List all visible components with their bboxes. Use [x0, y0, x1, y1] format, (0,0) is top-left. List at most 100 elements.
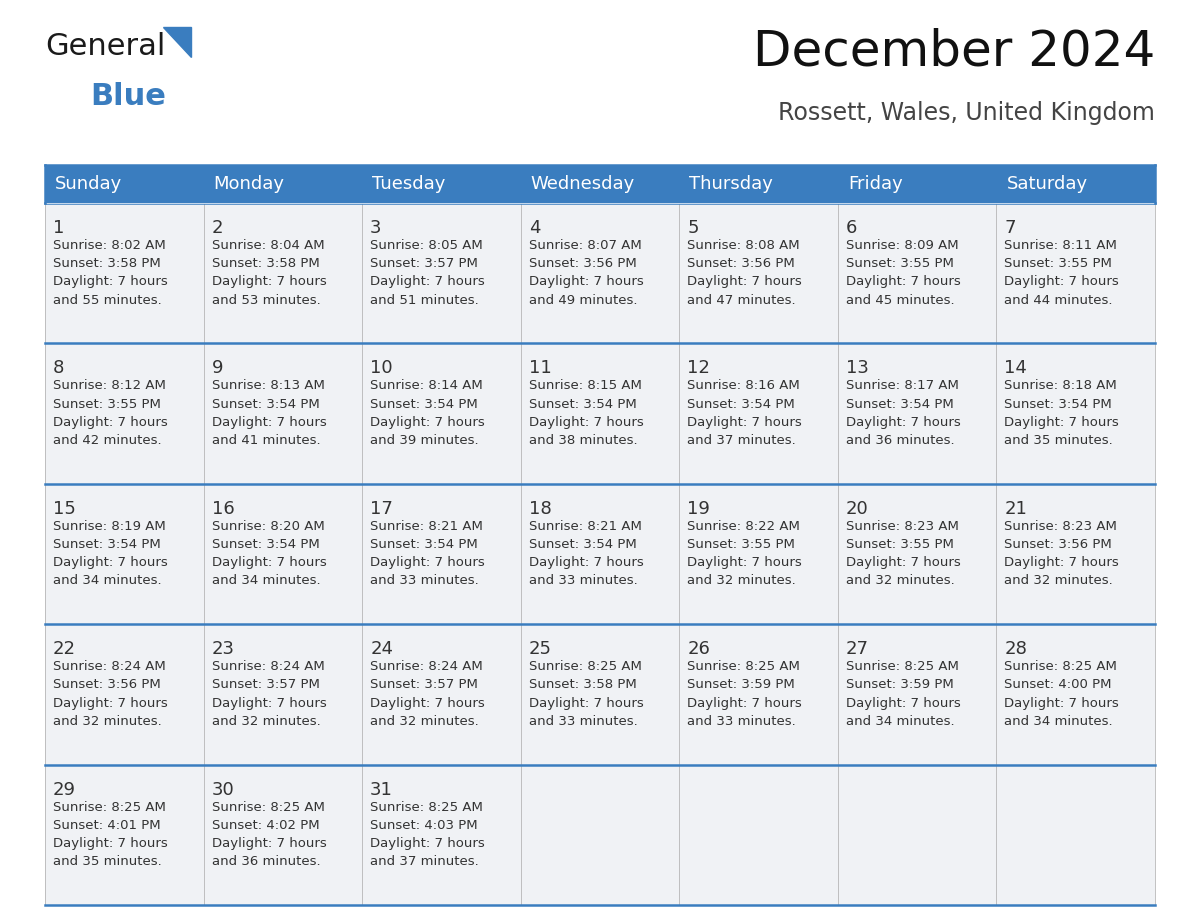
Text: Sunset: 3:56 PM: Sunset: 3:56 PM [529, 257, 637, 270]
Bar [838, 343, 997, 484]
Text: Sunset: 3:58 PM: Sunset: 3:58 PM [211, 257, 320, 270]
Bar [997, 203, 1155, 343]
Text: Sunrise: 8:25 AM: Sunrise: 8:25 AM [53, 800, 166, 813]
Text: and 32 minutes.: and 32 minutes. [1004, 575, 1113, 588]
Text: Sunset: 3:56 PM: Sunset: 3:56 PM [53, 678, 160, 691]
Bar [680, 624, 838, 765]
Text: Sunrise: 8:22 AM: Sunrise: 8:22 AM [688, 520, 801, 532]
Text: Sunday: Sunday [55, 175, 122, 193]
Text: Daylight: 7 hours: Daylight: 7 hours [846, 556, 961, 569]
Text: 22: 22 [53, 640, 76, 658]
Bar [520, 484, 680, 624]
Text: and 51 minutes.: and 51 minutes. [371, 294, 479, 307]
Text: 14: 14 [1004, 360, 1028, 377]
Text: 10: 10 [371, 360, 393, 377]
Text: Sunset: 3:54 PM: Sunset: 3:54 PM [371, 538, 478, 551]
Text: and 38 minutes.: and 38 minutes. [529, 434, 637, 447]
Bar [362, 203, 520, 343]
Text: Daylight: 7 hours: Daylight: 7 hours [1004, 416, 1119, 429]
Text: Sunset: 3:55 PM: Sunset: 3:55 PM [53, 397, 160, 410]
Text: Daylight: 7 hours: Daylight: 7 hours [371, 556, 485, 569]
Text: and 35 minutes.: and 35 minutes. [53, 856, 162, 868]
Text: 25: 25 [529, 640, 551, 658]
Text: Sunrise: 8:24 AM: Sunrise: 8:24 AM [371, 660, 482, 673]
Text: Sunset: 3:54 PM: Sunset: 3:54 PM [1004, 397, 1112, 410]
Text: Saturday: Saturday [1006, 175, 1087, 193]
Text: Sunset: 3:54 PM: Sunset: 3:54 PM [846, 397, 954, 410]
Text: Sunset: 4:02 PM: Sunset: 4:02 PM [211, 819, 320, 832]
Text: and 33 minutes.: and 33 minutes. [529, 575, 638, 588]
Bar [680, 765, 838, 905]
Text: and 55 minutes.: and 55 minutes. [53, 294, 162, 307]
Text: Sunset: 4:01 PM: Sunset: 4:01 PM [53, 819, 160, 832]
Bar [45, 624, 203, 765]
Text: Monday: Monday [214, 175, 285, 193]
Text: and 36 minutes.: and 36 minutes. [211, 856, 321, 868]
Text: Sunrise: 8:11 AM: Sunrise: 8:11 AM [1004, 239, 1117, 252]
Bar [362, 484, 520, 624]
Bar [45, 165, 1155, 203]
Text: 28: 28 [1004, 640, 1028, 658]
Text: 13: 13 [846, 360, 868, 377]
Text: 30: 30 [211, 780, 234, 799]
Text: and 49 minutes.: and 49 minutes. [529, 294, 637, 307]
Text: Daylight: 7 hours: Daylight: 7 hours [211, 275, 327, 288]
Bar [45, 343, 203, 484]
Bar [45, 203, 203, 343]
Text: Sunrise: 8:25 AM: Sunrise: 8:25 AM [371, 800, 484, 813]
Text: Sunset: 3:56 PM: Sunset: 3:56 PM [688, 257, 795, 270]
Text: 5: 5 [688, 219, 699, 237]
Text: 27: 27 [846, 640, 868, 658]
Text: Sunset: 3:55 PM: Sunset: 3:55 PM [846, 538, 954, 551]
Text: Friday: Friday [848, 175, 903, 193]
Text: Sunrise: 8:24 AM: Sunrise: 8:24 AM [53, 660, 166, 673]
Text: Sunrise: 8:25 AM: Sunrise: 8:25 AM [846, 660, 959, 673]
Text: and 37 minutes.: and 37 minutes. [371, 856, 479, 868]
Text: and 44 minutes.: and 44 minutes. [1004, 294, 1113, 307]
Text: Daylight: 7 hours: Daylight: 7 hours [688, 697, 802, 710]
Text: 1: 1 [53, 219, 64, 237]
Text: Rossett, Wales, United Kingdom: Rossett, Wales, United Kingdom [778, 101, 1155, 125]
Text: and 33 minutes.: and 33 minutes. [371, 575, 479, 588]
Text: Sunset: 3:54 PM: Sunset: 3:54 PM [529, 538, 637, 551]
Bar [45, 484, 203, 624]
Text: Daylight: 7 hours: Daylight: 7 hours [846, 697, 961, 710]
Text: Daylight: 7 hours: Daylight: 7 hours [371, 275, 485, 288]
Text: 2: 2 [211, 219, 223, 237]
Text: and 34 minutes.: and 34 minutes. [53, 575, 162, 588]
Text: Wednesday: Wednesday [531, 175, 634, 193]
Bar [997, 624, 1155, 765]
Text: Daylight: 7 hours: Daylight: 7 hours [688, 275, 802, 288]
Text: Sunset: 3:57 PM: Sunset: 3:57 PM [371, 257, 478, 270]
Text: Sunrise: 8:08 AM: Sunrise: 8:08 AM [688, 239, 800, 252]
Text: Sunrise: 8:20 AM: Sunrise: 8:20 AM [211, 520, 324, 532]
Text: Daylight: 7 hours: Daylight: 7 hours [371, 416, 485, 429]
Bar [838, 484, 997, 624]
Bar [45, 765, 203, 905]
Bar [362, 765, 520, 905]
Text: Daylight: 7 hours: Daylight: 7 hours [211, 416, 327, 429]
Text: and 36 minutes.: and 36 minutes. [846, 434, 954, 447]
Text: and 33 minutes.: and 33 minutes. [688, 715, 796, 728]
Text: Sunrise: 8:19 AM: Sunrise: 8:19 AM [53, 520, 166, 532]
Text: Sunset: 3:57 PM: Sunset: 3:57 PM [371, 678, 478, 691]
Text: and 47 minutes.: and 47 minutes. [688, 294, 796, 307]
Bar [997, 765, 1155, 905]
Text: Sunset: 3:54 PM: Sunset: 3:54 PM [529, 397, 637, 410]
Text: Blue: Blue [90, 82, 166, 111]
Bar [997, 484, 1155, 624]
Text: 7: 7 [1004, 219, 1016, 237]
Text: Sunrise: 8:04 AM: Sunrise: 8:04 AM [211, 239, 324, 252]
Text: 23: 23 [211, 640, 234, 658]
Bar [838, 624, 997, 765]
Text: Sunrise: 8:09 AM: Sunrise: 8:09 AM [846, 239, 959, 252]
Text: and 39 minutes.: and 39 minutes. [371, 434, 479, 447]
Bar [520, 765, 680, 905]
Text: Sunset: 3:54 PM: Sunset: 3:54 PM [211, 397, 320, 410]
Text: and 42 minutes.: and 42 minutes. [53, 434, 162, 447]
Text: 15: 15 [53, 499, 76, 518]
Text: Tuesday: Tuesday [372, 175, 446, 193]
Text: 26: 26 [688, 640, 710, 658]
Text: Sunset: 3:55 PM: Sunset: 3:55 PM [846, 257, 954, 270]
Text: Daylight: 7 hours: Daylight: 7 hours [529, 697, 644, 710]
